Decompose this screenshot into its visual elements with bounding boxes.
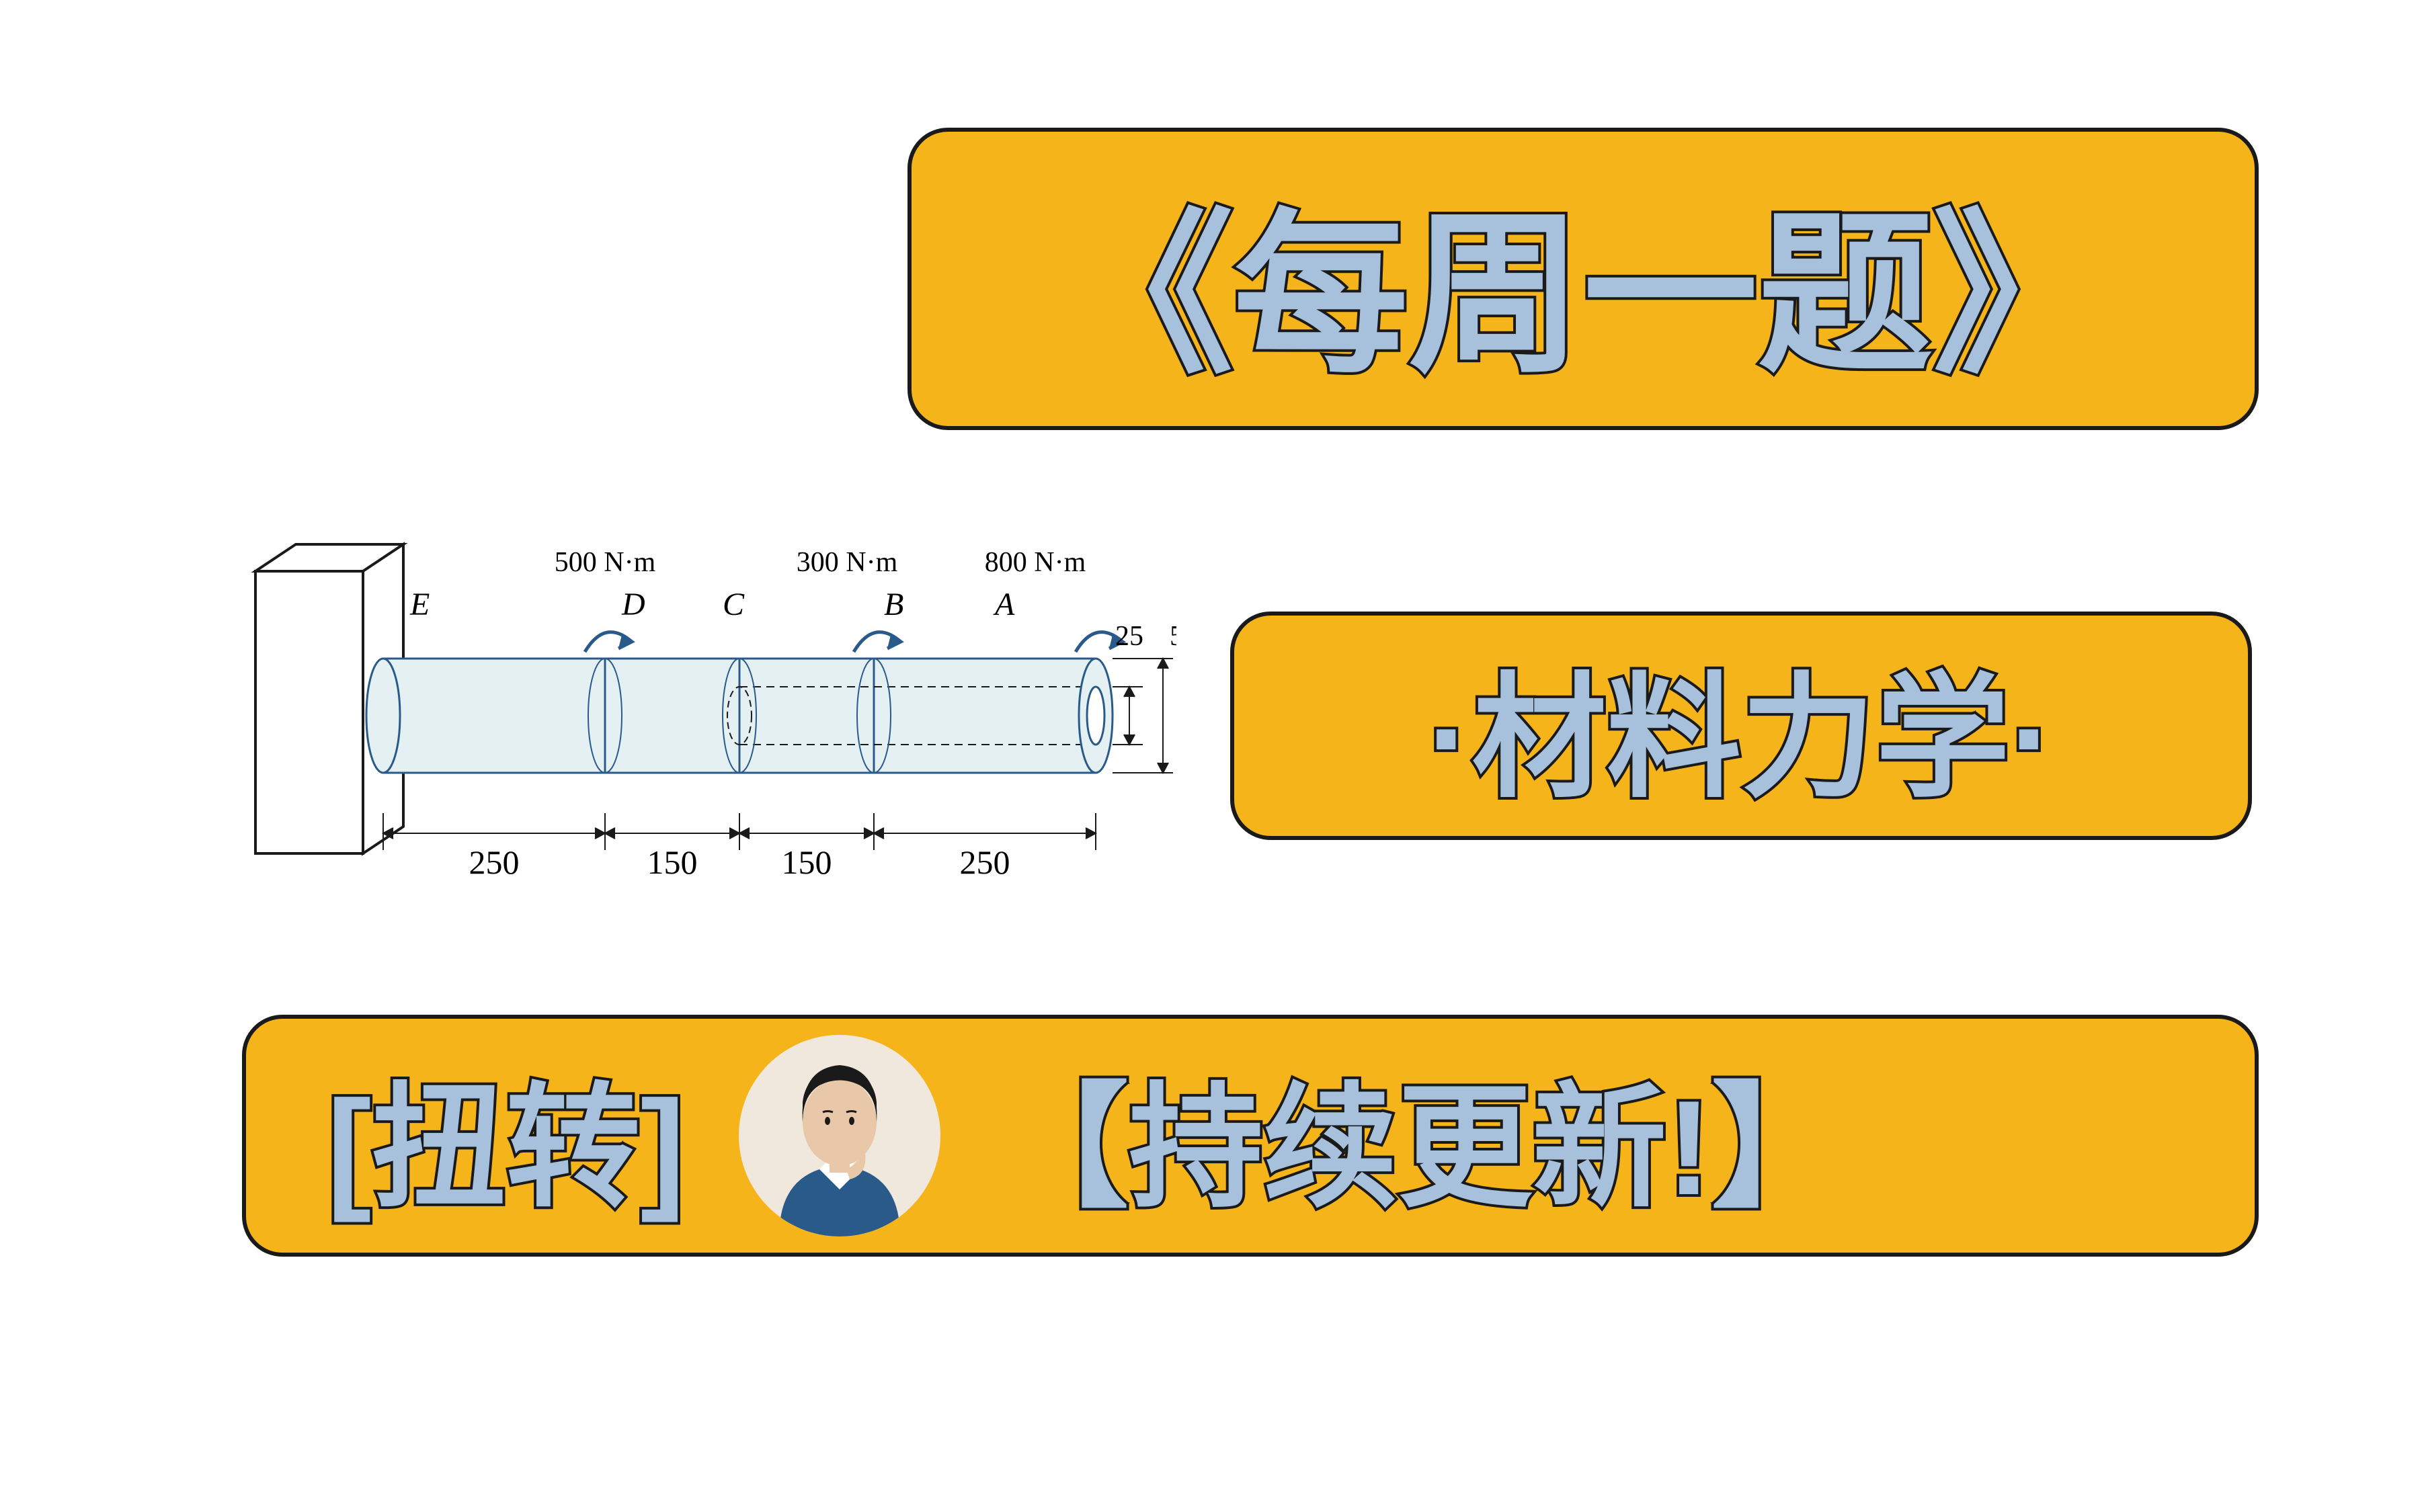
point-e: E bbox=[409, 587, 430, 622]
topic-text: [扭转] bbox=[327, 1038, 685, 1233]
bottom-badge: [扭转] 【持续更新!】 bbox=[242, 1015, 2259, 1257]
shaft-body bbox=[366, 659, 1113, 773]
torque-arrows bbox=[585, 632, 1123, 652]
dim-len-3: 250 bbox=[960, 843, 1010, 881]
dim-len-0: 250 bbox=[469, 843, 520, 881]
dim-outer: 50 bbox=[1170, 621, 1176, 652]
torque-label-d: 500 N·m bbox=[555, 547, 656, 578]
dim-len-1: 150 bbox=[647, 843, 698, 881]
point-d: D bbox=[621, 587, 645, 622]
avatar-illustration bbox=[739, 1035, 940, 1236]
title-text: 《每周一题》 bbox=[1059, 153, 2107, 406]
subject-text: ·材料力学· bbox=[1427, 628, 2054, 823]
dim-inner: 25 bbox=[1115, 621, 1143, 652]
point-b: B bbox=[884, 587, 903, 622]
subject-badge: ·材料力学· bbox=[1230, 612, 2252, 840]
torque-label-b: 300 N·m bbox=[797, 547, 898, 578]
dim-len-2: 150 bbox=[782, 843, 832, 881]
torque-label-a: 800 N·m bbox=[985, 547, 1086, 578]
torsion-diagram: 500 N·m 300 N·m 800 N·m E D C B A bbox=[202, 517, 1176, 948]
point-a: A bbox=[993, 587, 1015, 622]
avatar bbox=[739, 1035, 940, 1236]
shaft-diagram-svg: 500 N·m 300 N·m 800 N·m E D C B A bbox=[202, 517, 1176, 948]
update-text: 【持续更新!】 bbox=[994, 1038, 1846, 1233]
diameter-dimensions bbox=[1113, 659, 1173, 773]
point-c: C bbox=[723, 587, 745, 622]
title-badge: 《每周一题》 bbox=[908, 128, 2259, 430]
